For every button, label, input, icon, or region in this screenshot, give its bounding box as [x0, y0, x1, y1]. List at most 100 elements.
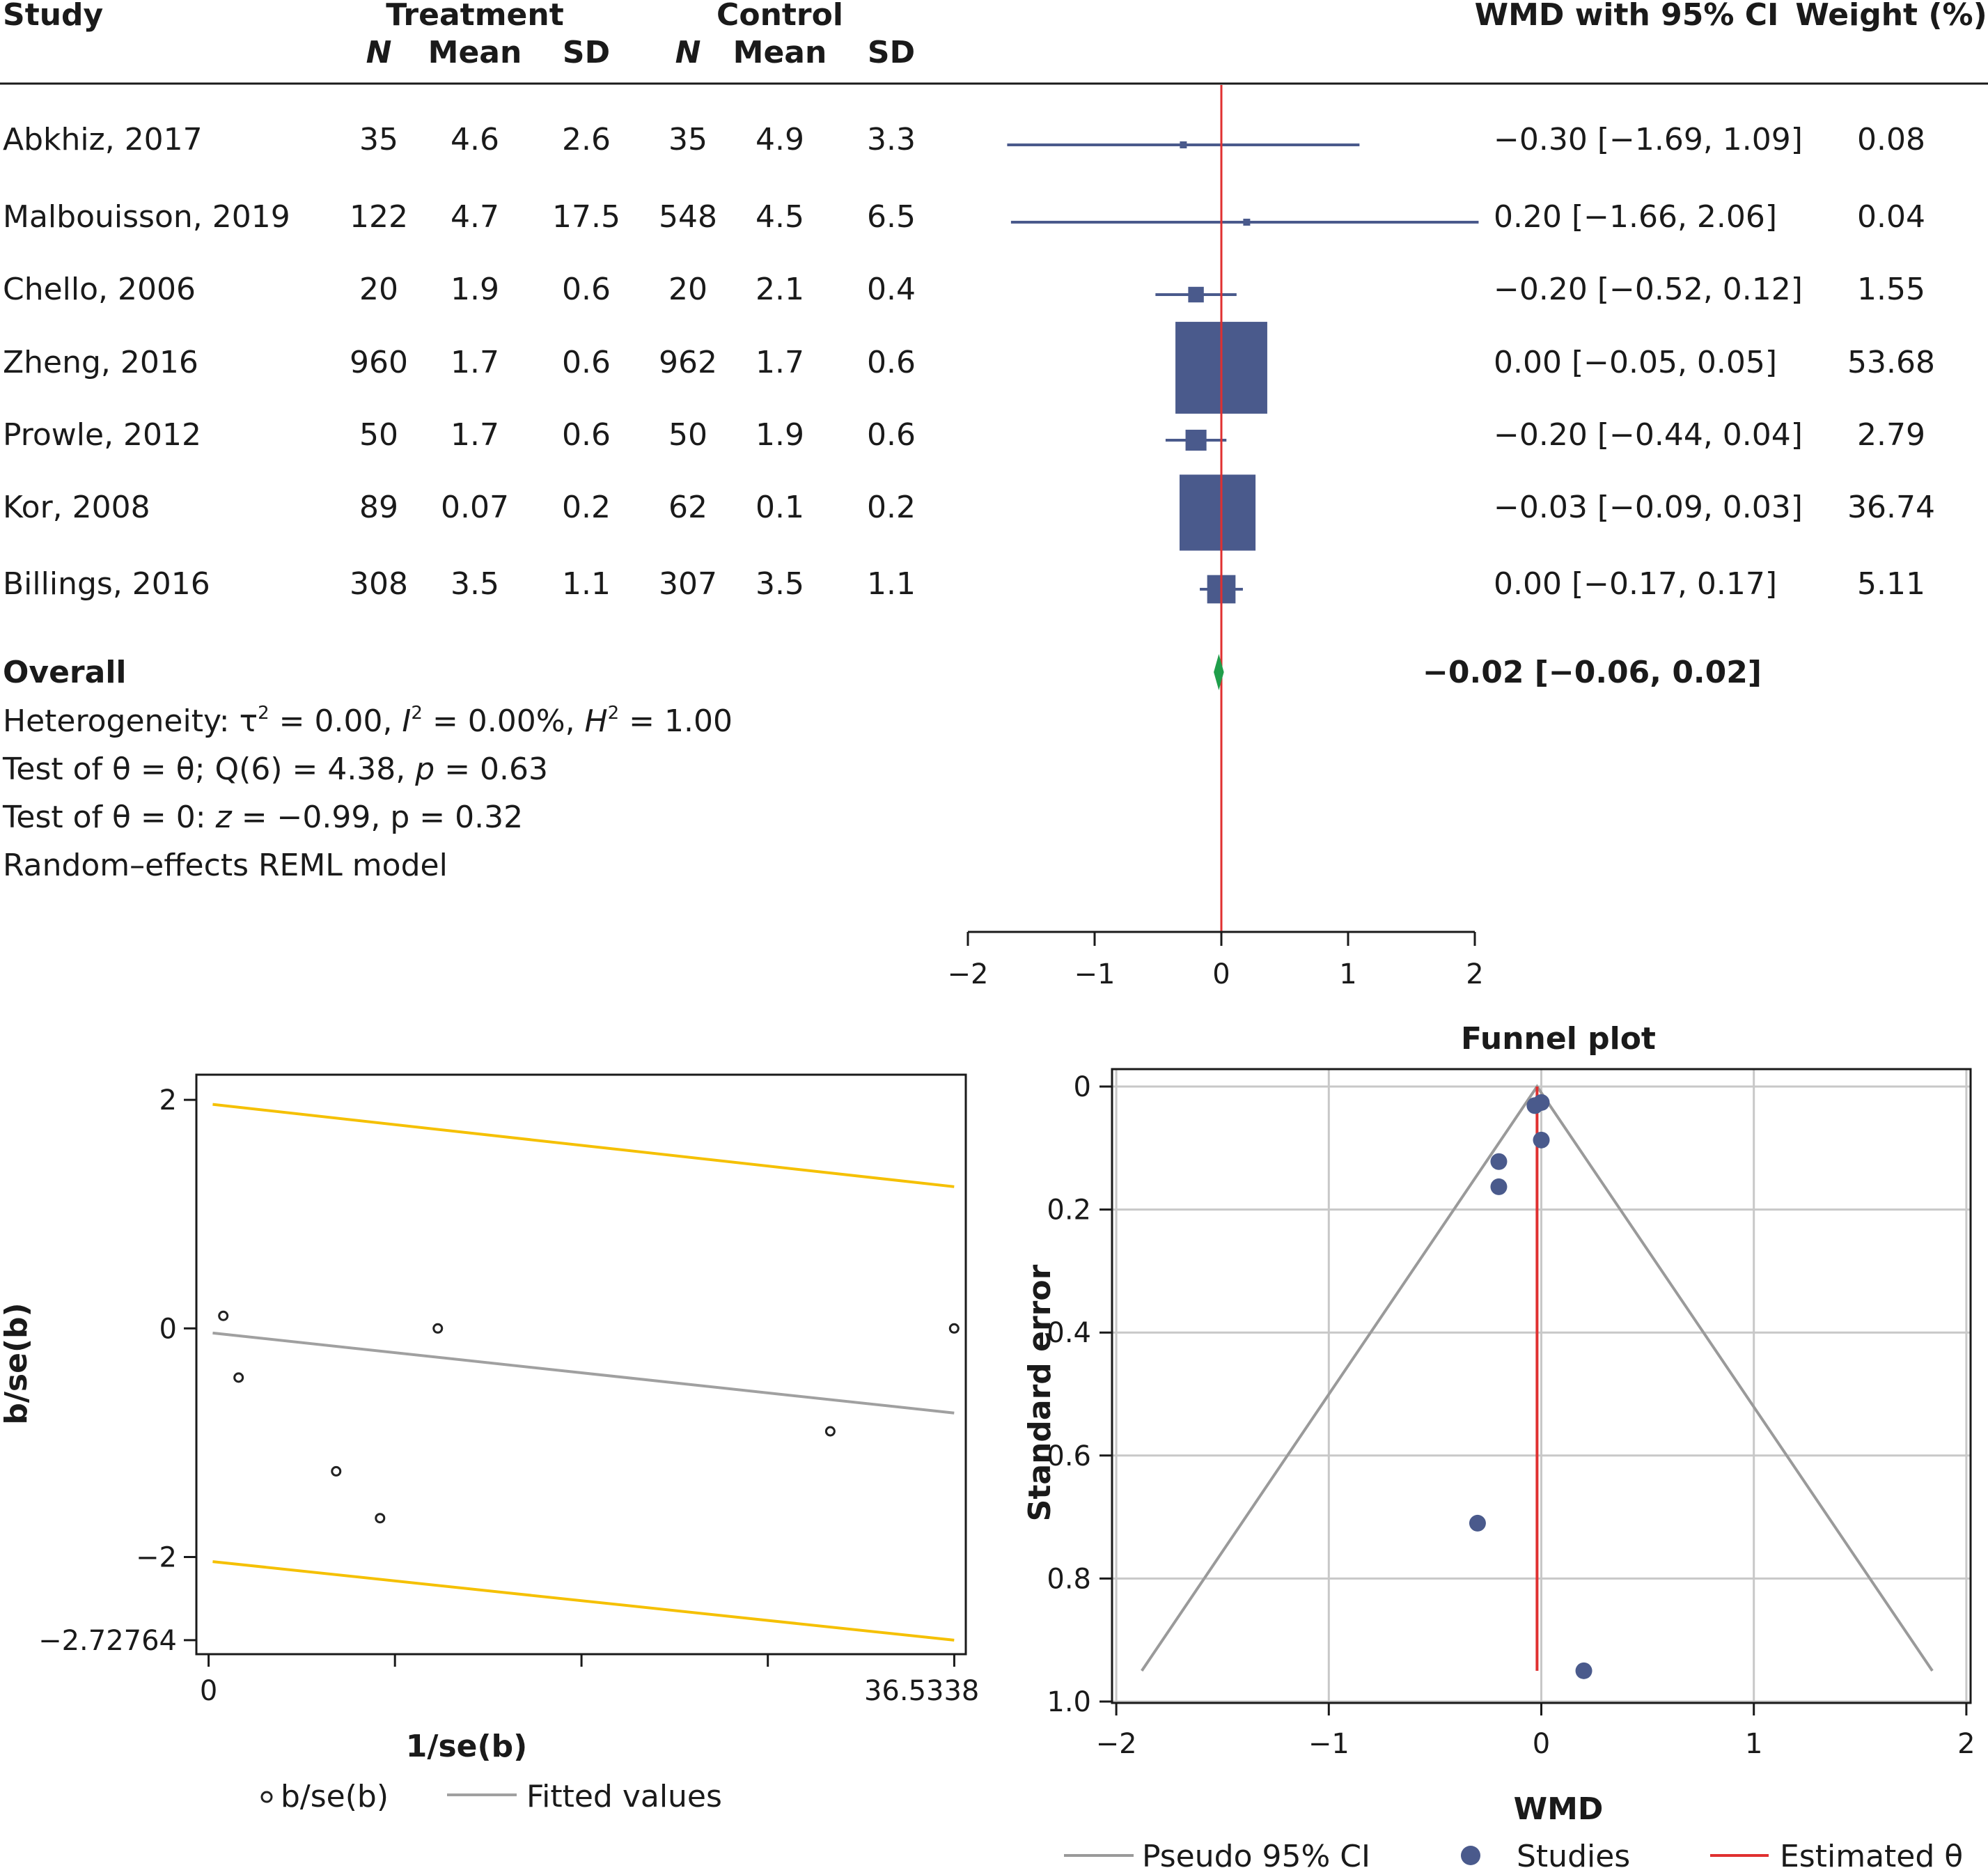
funnel-study-point	[1490, 1178, 1508, 1195]
study-t-n: 308	[350, 566, 408, 602]
study-name: Chello, 2006	[3, 272, 196, 307]
study-c-sd: 0.6	[867, 417, 916, 453]
study-t-sd: 0.6	[562, 272, 611, 307]
study-name: Abkhiz, 2017	[3, 122, 203, 157]
study-c-mean: 4.5	[756, 199, 804, 235]
funnel-y-tick-label: 0.4	[1047, 1317, 1091, 1349]
funnel-legend-estimate: Estimated θ	[1780, 1839, 1963, 1868]
study-c-n: 307	[659, 566, 717, 602]
study-weight-text: 53.68	[1847, 345, 1935, 380]
study-c-sd: 0.2	[867, 490, 916, 525]
funnel-study-point	[1526, 1097, 1544, 1114]
galbraith-x-tick-label: 36.5338	[864, 1675, 979, 1707]
funnel-frame	[1111, 1068, 1972, 1704]
forest-tick-label: 0	[1212, 958, 1230, 990]
study-weight-text: 2.79	[1857, 417, 1925, 453]
study-weight-text: 5.11	[1857, 566, 1925, 602]
funnel-x-tick-label: 1	[1745, 1728, 1762, 1760]
study-t-sd: 2.6	[562, 122, 611, 157]
study-t-n: 122	[350, 199, 408, 235]
model-note: Random–effects REML model	[3, 848, 448, 883]
galbraith-y-tick-label: 2	[159, 1084, 177, 1116]
funnel-legend-studies: Studies	[1517, 1839, 1630, 1868]
forest-x-axis: −2 −1 0 1 2	[948, 931, 1484, 990]
galbraith-y-tick-label: 0	[159, 1313, 177, 1345]
study-t-mean: 3.5	[451, 566, 499, 602]
study-c-mean: 1.7	[756, 345, 804, 380]
funnel-study-point	[1469, 1514, 1486, 1532]
galbraith-bound-line	[212, 1103, 955, 1188]
funnel-x-tick-label: 2	[1957, 1728, 1975, 1760]
study-c-n: 35	[668, 122, 707, 157]
study-t-mean: 4.6	[451, 122, 499, 157]
funnel-title: Funnel plot	[1461, 1021, 1656, 1057]
study-t-mean: 4.7	[451, 199, 499, 235]
effect-test-note: Test of θ = 0: z = −0.99, p = 0.32	[2, 800, 523, 835]
header-control-sd: SD	[868, 35, 915, 70]
study-weight-square	[1188, 286, 1204, 303]
funnel-study-point	[1575, 1662, 1592, 1679]
forest-tick-label: 1	[1339, 958, 1356, 990]
study-c-mean: 4.9	[756, 122, 804, 157]
study-t-sd: 0.2	[562, 490, 611, 525]
galbraith-point	[375, 1513, 386, 1524]
header-weight: Weight (%)	[1795, 0, 1987, 33]
funnel-legend-studies-symbol	[1461, 1846, 1480, 1865]
study-weight-square	[1179, 474, 1256, 551]
galbraith-y-tick-label: −2.72764	[38, 1625, 177, 1657]
study-t-mean: 1.7	[451, 417, 499, 453]
galbraith-body: −2.72764 −2 0 2 0 36.5338	[38, 1084, 979, 1707]
funnel-study-point	[1533, 1131, 1550, 1149]
galbraith-point	[432, 1323, 444, 1334]
study-t-n: 50	[359, 417, 398, 453]
galbraith-point	[218, 1310, 229, 1321]
study-c-n: 50	[668, 417, 707, 453]
study-name: Zheng, 2016	[3, 345, 198, 380]
study-t-n: 20	[359, 272, 398, 307]
study-c-n: 20	[668, 272, 707, 307]
forest-marks	[1007, 85, 1479, 932]
galbraith-point	[331, 1465, 342, 1477]
study-t-sd: 1.1	[562, 566, 611, 602]
funnel-xlabel: WMD	[1514, 1791, 1604, 1827]
study-c-mean: 1.9	[756, 417, 804, 453]
study-c-mean: 0.1	[756, 490, 804, 525]
funnel-y-tick-label: 0.8	[1047, 1563, 1091, 1595]
study-c-sd: 3.3	[867, 122, 916, 157]
overall-ci-text: −0.02 [−0.06, 0.02]	[1423, 655, 1762, 690]
study-c-mean: 2.1	[756, 272, 804, 307]
overall-diamond	[1214, 654, 1224, 690]
funnel-y-tick-label: 0.6	[1047, 1440, 1091, 1472]
funnel-y-tick-label: 0.2	[1047, 1194, 1091, 1227]
forest-plot: Study Treatment Control WMD with 95% CI …	[0, 0, 1988, 990]
header-effect: WMD with 95% CI	[1475, 0, 1779, 33]
study-name: Billings, 2016	[3, 566, 210, 602]
study-c-sd: 0.4	[867, 272, 916, 307]
study-c-sd: 6.5	[867, 199, 916, 235]
study-c-n: 548	[659, 199, 717, 235]
galbraith-legend-fitted: Fitted values	[526, 1779, 722, 1814]
galbraith-point	[233, 1372, 244, 1383]
funnel-body: −2 −1 0 1 2 0 0.2 0.4 0.6 0.8 1.0	[1047, 1069, 1975, 1760]
overall-label: Overall	[3, 655, 126, 690]
study-weight-square	[1185, 429, 1207, 451]
galbraith-bound-line	[212, 1560, 955, 1642]
study-ci-text: 0.20 [−1.66, 2.06]	[1494, 199, 1777, 235]
study-ci-text: −0.20 [−0.52, 0.12]	[1494, 272, 1803, 307]
study-t-mean: 1.7	[451, 345, 499, 380]
study-t-sd: 0.6	[562, 417, 611, 453]
study-weight-text: 36.74	[1847, 490, 1935, 525]
funnel-x-tick-label: 0	[1533, 1728, 1550, 1760]
study-weight-square	[1180, 141, 1187, 148]
funnel-x-tick-label: −1	[1308, 1728, 1349, 1760]
study-t-sd: 17.5	[552, 199, 620, 235]
study-name: Kor, 2008	[3, 490, 150, 525]
study-c-n: 962	[659, 345, 717, 380]
heterogeneity-note: Heterogeneity: τ2 = 0.00, I2 = 0.00%, H2…	[3, 703, 733, 739]
study-weight-text: 0.08	[1857, 122, 1925, 157]
study-ci-text: −0.30 [−1.69, 1.09]	[1494, 122, 1803, 157]
study-t-mean: 1.9	[451, 272, 499, 307]
study-ci-text: −0.20 [−0.44, 0.04]	[1494, 417, 1803, 453]
galbraith-legend-point-symbol	[260, 1791, 273, 1803]
study-c-mean: 3.5	[756, 566, 804, 602]
